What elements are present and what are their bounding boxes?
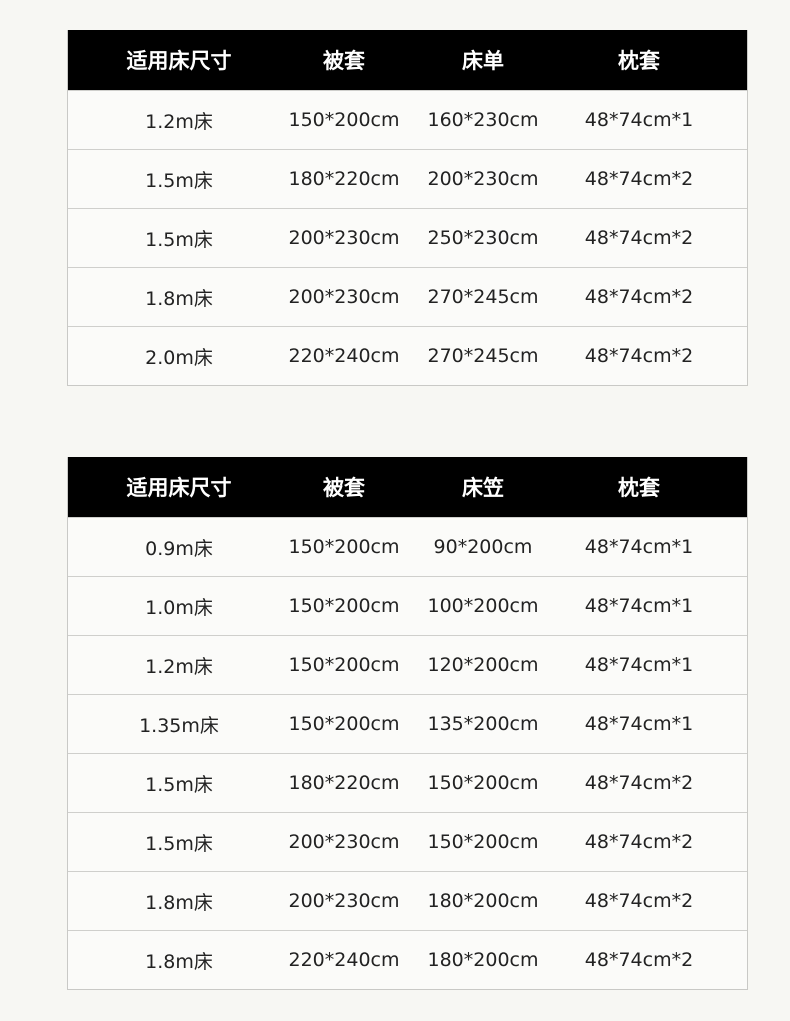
header-cell: 被套 (323, 49, 365, 73)
table-cell: 48*74cm*2 (584, 286, 694, 308)
size-table: 适用床尺寸 被套 床笠 枕套 0.9m床 150*200cm 90*200cm 48*74cm… (67, 457, 748, 990)
table-row: 2.0m床 220*240cm 270*245cm 48*74cm*2 (68, 326, 747, 385)
table-cell: 48*74cm*1 (584, 654, 694, 676)
table-cell: 48*74cm*1 (584, 595, 694, 617)
table-cell: 250*230cm (427, 227, 539, 249)
table-cell: 90*200cm (433, 536, 533, 558)
table-cell: 1.5m床 (145, 773, 213, 796)
table-cell: 220*240cm (288, 949, 400, 971)
table-row: 1.8m床 200*230cm 180*200cm 48*74cm*2 (68, 871, 747, 930)
table-cell: 160*230cm (427, 109, 539, 131)
header-cell: 枕套 (618, 476, 660, 500)
table-cell: 48*74cm*2 (584, 168, 694, 190)
table-cell: 1.5m床 (145, 228, 213, 251)
table-cell: 1.5m床 (145, 169, 213, 192)
table-row: 1.35m床 150*200cm 135*200cm 48*74cm*1 (68, 694, 747, 753)
table-cell: 1.8m床 (145, 287, 213, 310)
header-cell: 被套 (323, 476, 365, 500)
table-cell: 1.2m床 (145, 655, 213, 678)
table-cell: 1.8m床 (145, 891, 213, 914)
table-row: 1.2m床 150*200cm 160*230cm 48*74cm*1 (68, 90, 747, 149)
table-cell: 200*230cm (427, 168, 539, 190)
table-cell: 150*200cm (288, 654, 400, 676)
table-cell: 180*200cm (427, 949, 539, 971)
table-row: 1.8m床 220*240cm 180*200cm 48*74cm*2 (68, 930, 747, 989)
table-cell: 100*200cm (427, 595, 539, 617)
header-cell: 适用床尺寸 (126, 49, 232, 73)
table-cell: 220*240cm (288, 345, 400, 367)
table-cell: 1.35m床 (139, 714, 219, 737)
table-cell: 48*74cm*2 (584, 772, 694, 794)
table-row: 1.8m床 200*230cm 270*245cm 48*74cm*2 (68, 267, 747, 326)
header-cell: 枕套 (618, 49, 660, 73)
table-cell: 150*200cm (427, 831, 539, 853)
header-cell: 床单 (462, 49, 504, 73)
table-cell: 1.8m床 (145, 950, 213, 973)
table-cell: 135*200cm (427, 713, 539, 735)
table-row: 1.5m床 200*230cm 250*230cm 48*74cm*2 (68, 208, 747, 267)
table-cell: 48*74cm*1 (584, 109, 694, 131)
size-table: 适用床尺寸 被套 床单 枕套 1.2m床 150*200cm 160*230cm 48*74c… (67, 30, 748, 386)
table-cell: 1.2m床 (145, 110, 213, 133)
table-cell: 180*220cm (288, 168, 400, 190)
table-row: 1.5m床 200*230cm 150*200cm 48*74cm*2 (68, 812, 747, 871)
table-cell: 2.0m床 (145, 346, 213, 369)
table-cell: 200*230cm (288, 227, 400, 249)
table-row: 1.5m床 180*220cm 150*200cm 48*74cm*2 (68, 753, 747, 812)
table-cell: 48*74cm*2 (584, 345, 694, 367)
table-header: 适用床尺寸 被套 床单 枕套 (68, 30, 747, 90)
table-cell: 48*74cm*1 (584, 713, 694, 735)
table-cell: 180*220cm (288, 772, 400, 794)
table-cell: 48*74cm*2 (584, 831, 694, 853)
table-cell: 270*245cm (427, 286, 539, 308)
table-header: 适用床尺寸 被套 床笠 枕套 (68, 457, 747, 517)
table-row: 1.5m床 180*220cm 200*230cm 48*74cm*2 (68, 149, 747, 208)
table-cell: 1.0m床 (145, 596, 213, 619)
table-cell: 150*200cm (288, 595, 400, 617)
header-cell: 适用床尺寸 (126, 476, 232, 500)
table-cell: 200*230cm (288, 890, 400, 912)
table-cell: 200*230cm (288, 831, 400, 853)
table-row: 1.0m床 150*200cm 100*200cm 48*74cm*1 (68, 576, 747, 635)
table-cell: 150*200cm (288, 109, 400, 131)
header-cell: 床笠 (462, 476, 504, 500)
table-row: 0.9m床 150*200cm 90*200cm 48*74cm*1 (68, 517, 747, 576)
table-cell: 48*74cm*2 (584, 227, 694, 249)
table-cell: 150*200cm (288, 536, 400, 558)
table-cell: 150*200cm (427, 772, 539, 794)
table-cell: 270*245cm (427, 345, 539, 367)
table-cell: 48*74cm*2 (584, 949, 694, 971)
table-cell: 120*200cm (427, 654, 539, 676)
table-cell: 200*230cm (288, 286, 400, 308)
table-cell: 48*74cm*2 (584, 890, 694, 912)
table-cell: 0.9m床 (145, 537, 213, 560)
table-cell: 150*200cm (288, 713, 400, 735)
table-cell: 180*200cm (427, 890, 539, 912)
table-cell: 1.5m床 (145, 832, 213, 855)
table-cell: 48*74cm*1 (584, 536, 694, 558)
table-row: 1.2m床 150*200cm 120*200cm 48*74cm*1 (68, 635, 747, 694)
